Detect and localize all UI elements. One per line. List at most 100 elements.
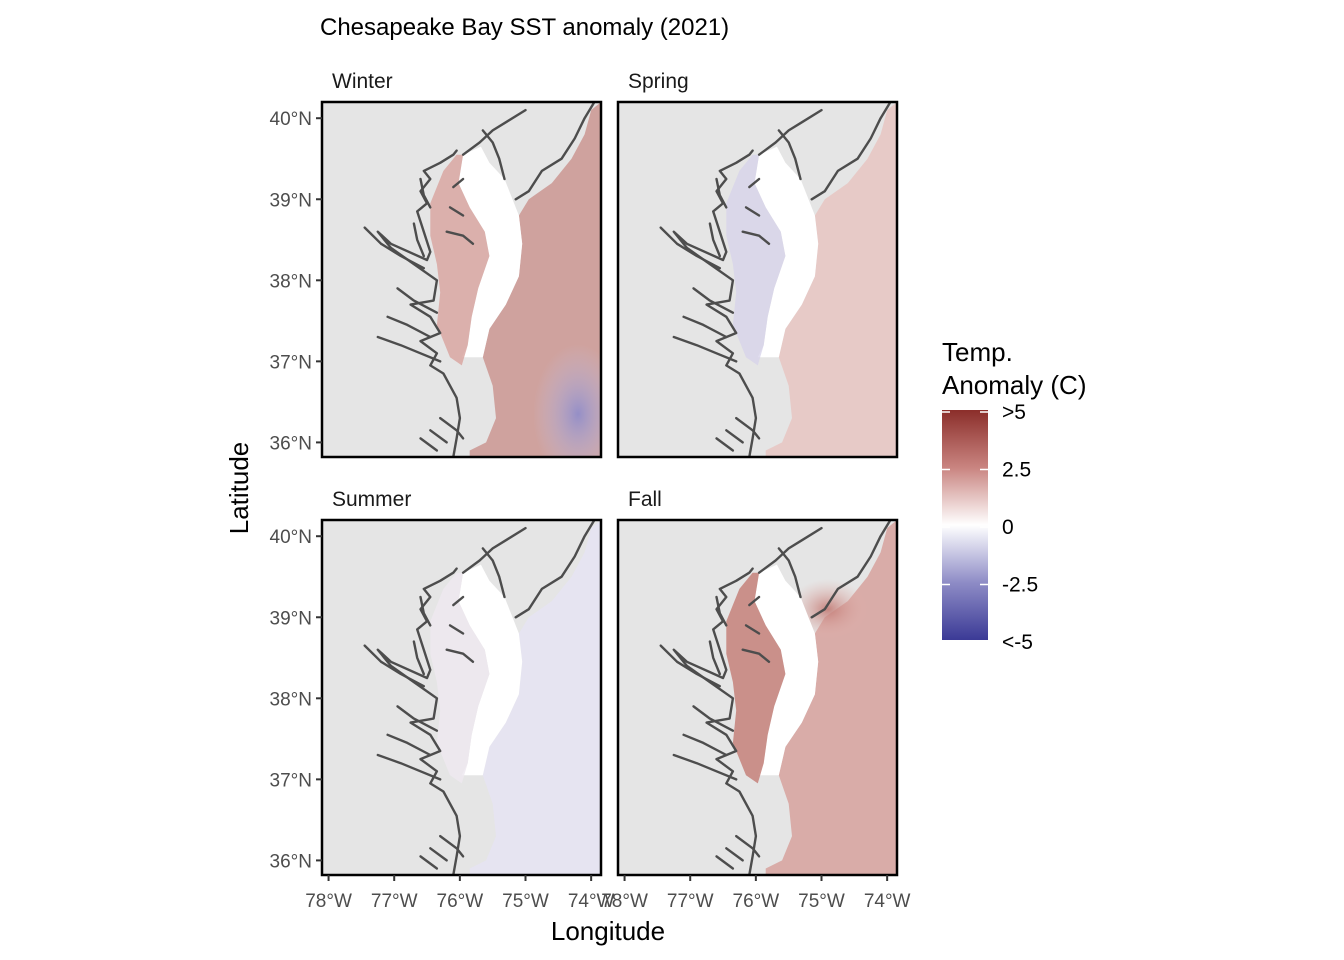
sound-coastline xyxy=(715,855,735,870)
delmarva-land xyxy=(458,146,523,358)
tributary-coastline xyxy=(708,222,721,258)
sound-coastline xyxy=(419,855,439,870)
tributary-coastline xyxy=(715,177,728,209)
y-tick-label: 39°N xyxy=(270,190,312,211)
y-tick-label: 36°N xyxy=(270,433,312,454)
y-tick-label: 40°N xyxy=(270,527,312,548)
legend-title-line1: Temp. xyxy=(942,337,1013,367)
y-tick-label: 38°N xyxy=(270,271,312,292)
new-jersey-coastline xyxy=(810,520,892,619)
y-tick-label: 36°N xyxy=(270,851,312,872)
tributary-coastline xyxy=(659,644,721,688)
bay-anomaly-field xyxy=(726,154,786,366)
tributary-coastline xyxy=(363,644,425,688)
color-legend: Temp. Anomaly (C) >5 2.5 0 -2.5 <-5 xyxy=(942,337,1086,654)
tributary-coastline xyxy=(682,733,728,757)
bay-anomaly-field xyxy=(430,572,490,784)
delaware-shore-coastline xyxy=(777,547,802,599)
tributary-coastline xyxy=(363,226,425,270)
delaware-shore-coastline xyxy=(481,129,506,181)
ocean-anomaly-field xyxy=(469,520,601,875)
panel-label: Summer xyxy=(332,488,411,511)
tributary-coastline xyxy=(448,206,465,217)
sound-coastline xyxy=(439,834,465,858)
delmarva-land xyxy=(754,146,819,358)
tributary-coastline xyxy=(741,648,771,663)
x-tick-label: 74°W xyxy=(864,891,911,912)
tributary-coastline xyxy=(412,640,425,676)
delaware-shore-coastline xyxy=(481,547,506,599)
bay-anomaly-field xyxy=(726,572,786,784)
map-panel-spring: Spring xyxy=(616,70,899,459)
tributary-coastline xyxy=(744,624,761,635)
tributary-coastline xyxy=(445,230,475,245)
panel-border xyxy=(616,100,899,459)
legend-tick-label: 2.5 xyxy=(1002,459,1031,482)
tributary-coastline xyxy=(659,226,721,270)
legend-tick-label: >5 xyxy=(1002,401,1026,424)
map-panel-fall: Fall 78°W 77°W 76°W 75°W 74°W xyxy=(601,488,910,912)
x-tick-label: 76°W xyxy=(437,891,484,912)
legend-title-line2: Anomaly (C) xyxy=(942,370,1086,400)
legend-tick-label: 0 xyxy=(1002,516,1014,539)
y-tick-label: 37°N xyxy=(270,352,312,373)
panel-label: Spring xyxy=(628,70,689,93)
delaware-river-coastline xyxy=(757,526,823,574)
sound-coastline xyxy=(735,834,761,858)
tributary-coastline xyxy=(412,222,425,258)
tributary-coastline xyxy=(419,177,432,209)
tributary-coastline xyxy=(376,335,442,363)
x-tick-label: 75°W xyxy=(798,891,845,912)
x-tick-label: 76°W xyxy=(733,891,780,912)
tributary-coastline xyxy=(396,705,439,732)
tributary-coastline xyxy=(715,595,728,627)
tributary-coastline xyxy=(682,315,728,339)
tributary-coastline xyxy=(748,177,761,189)
y-tick-label: 38°N xyxy=(270,689,312,710)
cool-anomaly-region xyxy=(533,344,601,457)
y-tick-label: 37°N xyxy=(270,770,312,791)
sound-coastline xyxy=(715,437,735,452)
tributary-coastline xyxy=(748,595,761,607)
x-axis-title: Longitude xyxy=(551,916,665,946)
tributary-coastline xyxy=(448,624,465,635)
tributary-coastline xyxy=(708,640,721,676)
figure-title: Chesapeake Bay SST anomaly (2021) xyxy=(320,14,729,41)
sound-coastline xyxy=(725,847,744,862)
sound-coastline xyxy=(429,847,448,862)
delaware-river-coastline xyxy=(757,108,823,156)
tributary-coastline xyxy=(386,733,432,757)
tributary-coastline xyxy=(376,753,442,781)
x-tick-label: 77°W xyxy=(371,891,418,912)
ocean-anomaly-field xyxy=(765,102,897,457)
tributary-coastline xyxy=(386,315,432,339)
legend-tick-label: -2.5 xyxy=(1002,574,1038,597)
x-tick-label: 78°W xyxy=(601,891,648,912)
new-jersey-coastline xyxy=(514,520,596,619)
panel-label: Winter xyxy=(332,70,393,93)
y-tick-label: 39°N xyxy=(270,608,312,629)
tributary-coastline xyxy=(672,753,738,781)
delaware-shore-coastline xyxy=(777,129,802,181)
sound-coastline xyxy=(725,429,744,444)
panel-label: Fall xyxy=(628,488,662,511)
tributary-coastline xyxy=(419,595,432,627)
tributary-coastline xyxy=(672,335,738,363)
bay-anomaly-field xyxy=(430,154,490,366)
x-tick-label: 75°W xyxy=(502,891,549,912)
sound-coastline xyxy=(429,429,448,444)
legend-colorbar xyxy=(942,410,988,640)
legend-tick-label: <-5 xyxy=(1002,631,1033,654)
sound-coastline xyxy=(419,437,439,452)
tributary-coastline xyxy=(692,287,735,314)
delmarva-land xyxy=(458,564,523,776)
sound-coastline xyxy=(439,416,465,440)
new-jersey-coastline xyxy=(514,102,596,201)
x-tick-label: 78°W xyxy=(305,891,352,912)
y-axis-title: Latitude xyxy=(224,442,254,535)
tributary-coastline xyxy=(741,230,771,245)
tributary-coastline xyxy=(452,595,465,607)
tributary-coastline xyxy=(445,648,475,663)
panel-border xyxy=(616,518,899,877)
